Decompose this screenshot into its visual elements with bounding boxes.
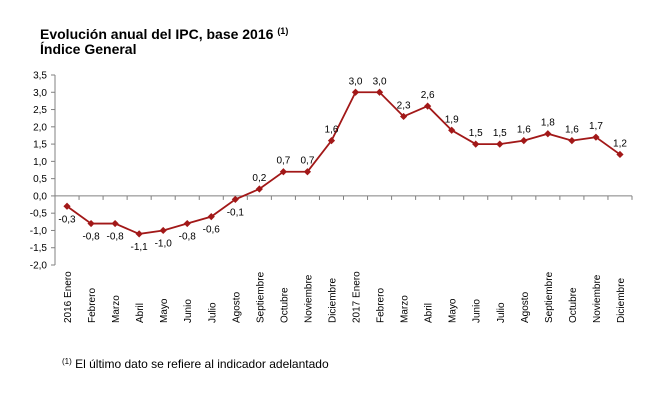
data-label: 1,6 (517, 125, 531, 136)
data-label: 0,2 (252, 173, 266, 184)
x-tick-label: Febrero (87, 288, 98, 323)
data-label: -0,3 (58, 214, 76, 225)
data-point (351, 88, 360, 96)
data-point (255, 185, 263, 193)
data-label: 1,6 (565, 125, 579, 136)
x-tick-label: Diciembre (616, 278, 627, 323)
data-label: -1,1 (131, 242, 149, 253)
y-tick-label: -1,0 (30, 226, 48, 237)
footnote-ref: (1) (62, 357, 72, 366)
y-tick-label: -0,5 (30, 209, 48, 220)
chart-subtitle: Índice General (40, 41, 137, 57)
x-tick-label: Abril (424, 303, 435, 323)
data-label: 3,0 (349, 76, 363, 87)
data-label: 3,0 (373, 76, 387, 87)
title-footnote-ref: (1) (277, 26, 289, 36)
y-tick-label: 2,0 (33, 122, 47, 133)
x-tick-label: Junio (183, 299, 194, 323)
data-point (207, 213, 215, 221)
y-tick-label: 0,0 (33, 191, 47, 202)
chart-title: Evolución anual del IPC, base 2016 (1) (40, 22, 288, 43)
x-tick-label: Marzo (400, 295, 411, 323)
x-tick-label: Mayo (159, 298, 170, 323)
data-label: 1,5 (493, 128, 507, 139)
data-point (183, 219, 191, 228)
data-label: 2,3 (397, 100, 411, 111)
data-label: 0,7 (276, 156, 290, 167)
data-label: -0,1 (227, 207, 245, 218)
data-point (279, 168, 287, 176)
x-tick-label: Abril (135, 303, 146, 323)
x-tick-label: Marzo (111, 295, 122, 323)
y-tick-label: 2,5 (33, 105, 47, 116)
data-label: 1,6 (325, 125, 339, 136)
footnote-text: El último dato se refiere al indicador a… (75, 357, 329, 371)
x-tick-label: Noviembre (303, 274, 314, 323)
y-tick-label: 1,5 (33, 140, 47, 151)
x-tick-label: Agosto (520, 291, 531, 323)
x-tick-label: Junio (472, 299, 483, 323)
x-tick-label: Septiembre (255, 271, 266, 323)
y-tick-label: -1,5 (30, 243, 48, 254)
data-point (424, 102, 432, 110)
y-tick-label: 3,5 (33, 71, 47, 82)
data-point (544, 130, 552, 138)
data-point (496, 140, 504, 148)
data-point (448, 126, 456, 134)
data-label: -0,6 (203, 225, 221, 236)
x-tick-label: Noviembre (592, 274, 603, 323)
data-point (87, 219, 95, 228)
data-label: 2,6 (421, 90, 435, 101)
data-point (111, 219, 119, 228)
data-point (159, 226, 167, 235)
data-label: -1,0 (155, 238, 173, 249)
data-label: -0,8 (106, 232, 124, 243)
data-point (63, 202, 71, 210)
data-point (231, 195, 239, 203)
data-point (135, 230, 143, 238)
data-label: 1,9 (445, 114, 459, 125)
data-point (520, 137, 528, 145)
data-label: 1,5 (469, 128, 483, 139)
data-label: 1,2 (613, 138, 627, 149)
x-tick-label: Octubre (279, 287, 290, 323)
x-tick-label: Julio (496, 302, 507, 323)
x-tick-label: Octubre (568, 287, 579, 323)
data-label: -0,8 (179, 232, 197, 243)
x-tick-label: 2016 Enero (63, 271, 74, 323)
y-tick-label: 0,5 (33, 174, 47, 185)
data-point (303, 168, 312, 176)
x-tick-label: Mayo (448, 298, 459, 323)
data-label: 0,7 (300, 156, 314, 167)
data-point (568, 137, 576, 145)
data-label: 1,7 (589, 121, 603, 132)
data-point (327, 137, 336, 145)
data-point (472, 140, 480, 148)
data-point (616, 150, 624, 159)
x-tick-label: Septiembre (544, 271, 555, 323)
series-line (66, 91, 621, 235)
data-point (375, 88, 384, 96)
x-tick-label: Julio (207, 302, 218, 323)
data-label: -0,8 (82, 232, 100, 243)
x-tick-label: Agosto (231, 291, 242, 323)
x-tick-label: 2017 Enero (352, 271, 363, 323)
y-tick-label: 1,0 (33, 157, 47, 168)
x-tick-label: Febrero (376, 288, 387, 323)
chart-title-text: Evolución anual del IPC, base 2016 (40, 26, 274, 42)
y-tick-label: 3,0 (33, 88, 47, 99)
y-tick-label: -2,0 (30, 261, 48, 272)
data-point (592, 133, 600, 141)
data-label: 1,8 (541, 118, 555, 129)
data-point (400, 112, 408, 121)
footnote: (1) El último dato se refiere al indicad… (62, 357, 329, 371)
x-tick-label: Diciembre (327, 278, 338, 323)
